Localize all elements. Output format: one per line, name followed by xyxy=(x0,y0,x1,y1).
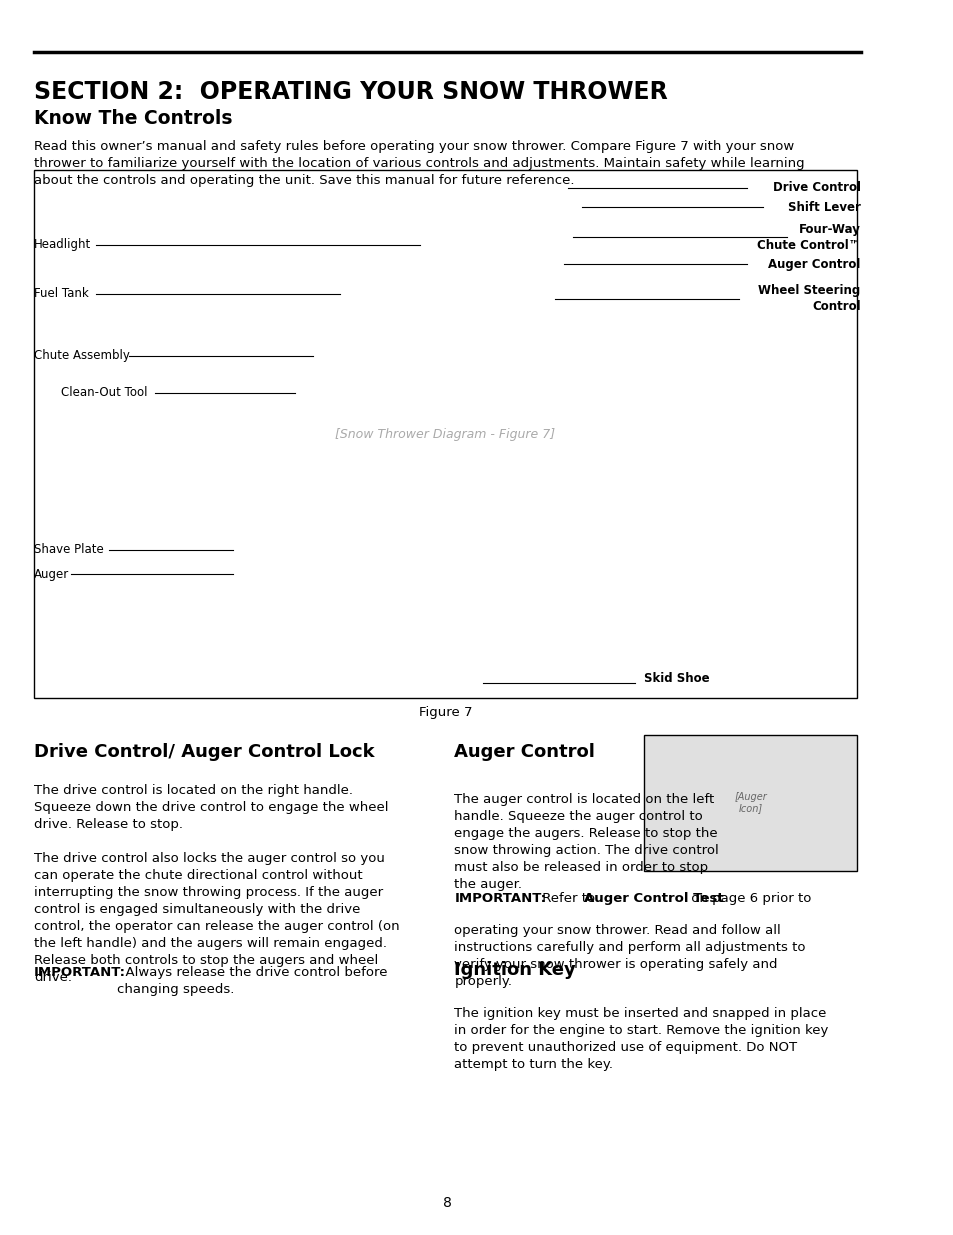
Text: Auger: Auger xyxy=(34,568,70,580)
Text: Drive Control/ Auger Control Lock: Drive Control/ Auger Control Lock xyxy=(34,743,375,762)
Text: Drive Control: Drive Control xyxy=(772,182,860,194)
Bar xyxy=(34,170,856,698)
Text: Four-Way
Chute Control™: Four-Way Chute Control™ xyxy=(757,222,860,252)
Text: [Auger
Icon]: [Auger Icon] xyxy=(734,792,766,814)
Text: Chute Assembly: Chute Assembly xyxy=(34,350,130,362)
Text: Auger Control Test: Auger Control Test xyxy=(583,892,723,905)
Text: The drive control is located on the right handle.
Squeeze down the drive control: The drive control is located on the righ… xyxy=(34,784,388,831)
Text: Ignition Key: Ignition Key xyxy=(454,961,576,979)
Text: Headlight: Headlight xyxy=(34,238,91,251)
Text: [Snow Thrower Diagram - Figure 7]: [Snow Thrower Diagram - Figure 7] xyxy=(335,429,555,441)
Text: IMPORTANT:: IMPORTANT: xyxy=(454,892,546,905)
Text: Wheel Steering
Control: Wheel Steering Control xyxy=(758,284,860,314)
Text: Skid Shoe: Skid Shoe xyxy=(643,672,709,685)
Text: Auger Control: Auger Control xyxy=(767,258,860,270)
Text: Know The Controls: Know The Controls xyxy=(34,109,233,127)
Text: Shave Plate: Shave Plate xyxy=(34,543,104,556)
Text: SECTION 2:  OPERATING YOUR SNOW THROWER: SECTION 2: OPERATING YOUR SNOW THROWER xyxy=(34,80,667,104)
Text: The ignition key must be inserted and snapped in place
in order for the engine t: The ignition key must be inserted and sn… xyxy=(454,1007,828,1071)
Text: on page 6 prior to: on page 6 prior to xyxy=(686,892,811,905)
Text: Auger Control: Auger Control xyxy=(454,743,595,762)
Text: The drive control also locks the auger control so you
can operate the chute dire: The drive control also locks the auger c… xyxy=(34,852,399,984)
Text: Read this owner’s manual and safety rules before operating your snow thrower. Co: Read this owner’s manual and safety rule… xyxy=(34,140,803,186)
Text: IMPORTANT:: IMPORTANT: xyxy=(34,966,126,979)
Text: 8: 8 xyxy=(442,1197,452,1210)
Text: Figure 7: Figure 7 xyxy=(418,706,472,720)
Text: Clean-Out Tool: Clean-Out Tool xyxy=(61,387,147,399)
Text: operating your snow thrower. Read and follow all
instructions carefully and perf: operating your snow thrower. Read and fo… xyxy=(454,924,805,988)
Bar xyxy=(643,735,856,871)
Text: Always release the drive control before
changing speeds.: Always release the drive control before … xyxy=(117,966,387,995)
Text: Refer to: Refer to xyxy=(537,892,598,905)
Text: Shift Lever: Shift Lever xyxy=(787,201,860,214)
Text: The auger control is located on the left
handle. Squeeze the auger control to
en: The auger control is located on the left… xyxy=(454,793,719,890)
Text: Fuel Tank: Fuel Tank xyxy=(34,288,89,300)
